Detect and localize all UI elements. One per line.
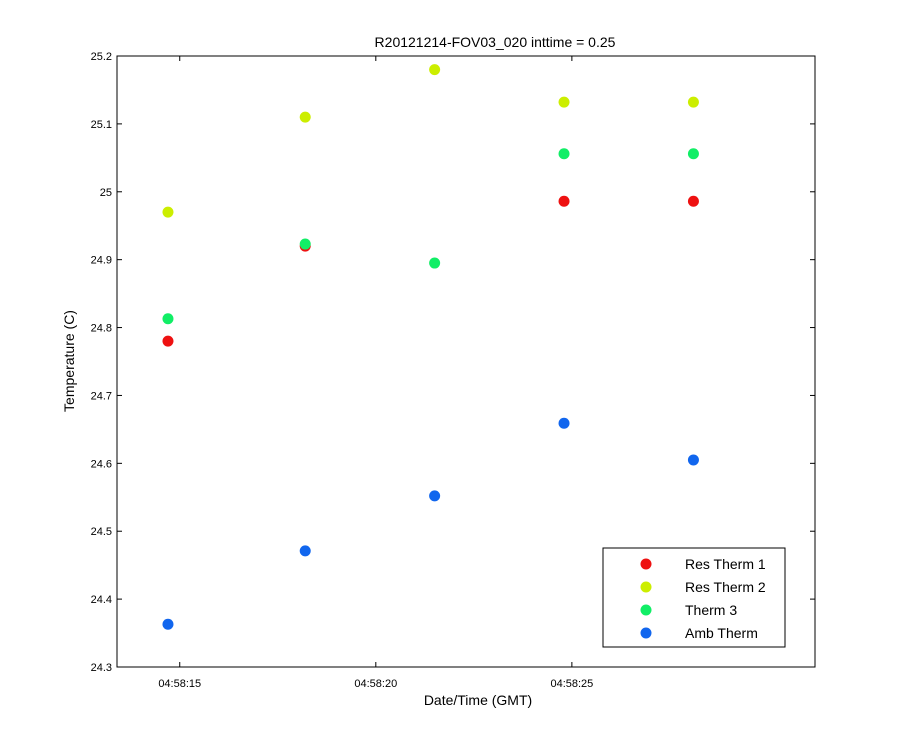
axis-ticks: 24.3 24.4 24.5 24.6 24.7 24.8 24.9 25 25.1 25.2 04… [91, 51, 815, 690]
data-point [429, 64, 441, 76]
data-point [558, 148, 570, 160]
legend-label: Res Therm 1 [685, 556, 766, 572]
data-point [162, 206, 174, 218]
data-points [162, 64, 699, 630]
y-tick-label: 24.7 [91, 390, 112, 402]
data-point [162, 313, 174, 325]
data-point [299, 111, 311, 123]
legend-label: Therm 3 [685, 602, 737, 618]
y-tick-label: 24.5 [91, 526, 112, 538]
x-tick-label: 04:58:20 [354, 678, 397, 690]
data-point [687, 454, 699, 466]
legend-box [602, 547, 786, 648]
y-tick-label: 24.3 [91, 662, 112, 674]
data-point [429, 257, 441, 269]
legend-marker [640, 627, 652, 639]
chart-title: R20121214-FOV03_020 inttime = 0.25 [375, 34, 616, 50]
y-tick-label: 25 [100, 187, 112, 199]
data-point [687, 96, 699, 108]
data-point [687, 148, 699, 160]
y-tick-label: 25.1 [91, 119, 112, 131]
x-tick-label: 04:58:25 [550, 678, 593, 690]
data-point [299, 545, 311, 557]
legend-marker [640, 604, 652, 616]
data-point [429, 490, 441, 502]
y-axis-label: Temperature (C) [61, 310, 77, 412]
data-point [299, 238, 311, 250]
x-tick-label: 04:58:15 [158, 678, 201, 690]
legend-marker [640, 558, 652, 570]
data-point [687, 195, 699, 207]
data-point [162, 335, 174, 347]
data-point [162, 618, 174, 630]
y-tick-label: 24.4 [91, 594, 112, 606]
y-tick-label: 25.2 [91, 51, 112, 63]
legend-marker [640, 581, 652, 593]
legend: Res Therm 1 Res Therm 2 Therm 3 Amb Therm [602, 547, 786, 648]
legend-label: Amb Therm [685, 625, 758, 641]
data-point [558, 195, 570, 207]
y-tick-label: 24.9 [91, 255, 112, 267]
data-point [558, 96, 570, 108]
y-tick-label: 24.8 [91, 323, 112, 335]
y-tick-label: 24.6 [91, 458, 112, 470]
x-axis-label: Date/Time (GMT) [424, 692, 532, 708]
legend-label: Res Therm 2 [685, 579, 766, 595]
data-point [558, 417, 570, 429]
